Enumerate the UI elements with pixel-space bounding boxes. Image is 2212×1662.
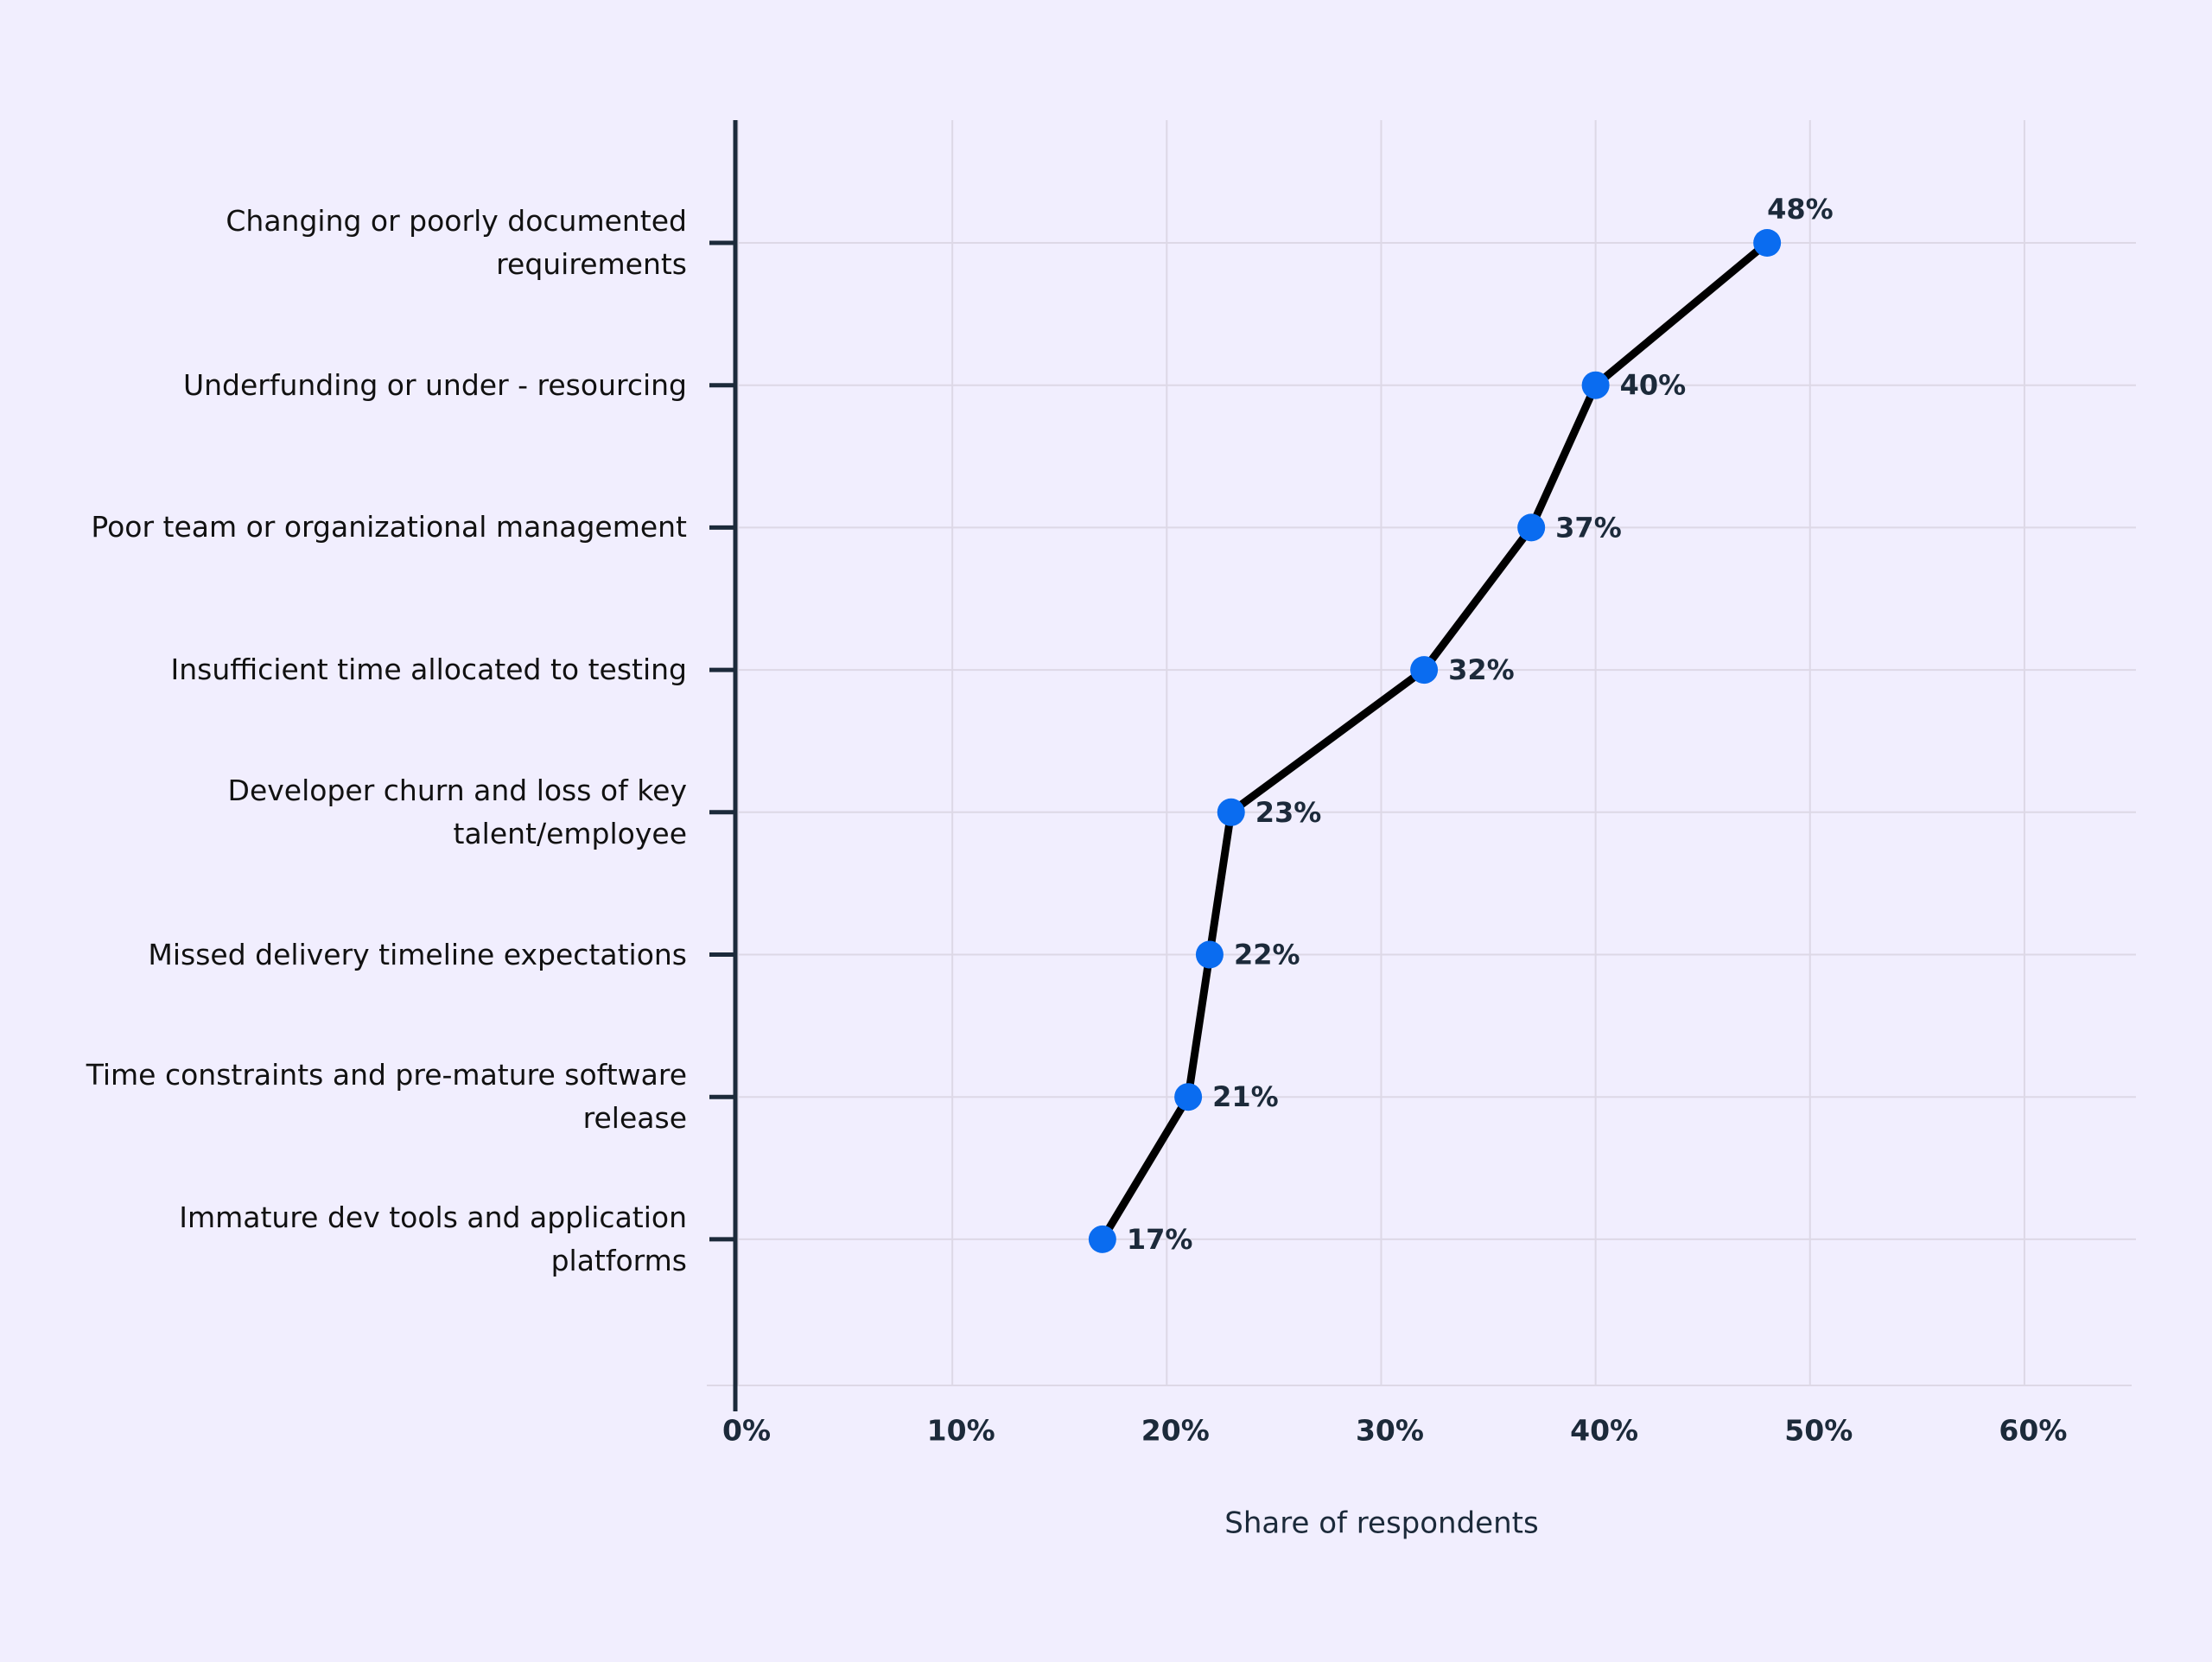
marker (1581, 371, 1610, 399)
data-label: 23% (1255, 796, 1322, 829)
marker (1517, 513, 1546, 542)
y-tick-label: Changing or poorly documented requiremen… (226, 204, 687, 281)
marker (1174, 1083, 1203, 1111)
marker (1410, 656, 1439, 685)
y-tick-label: Missed delivery timeline expectations (148, 937, 687, 971)
marker (1088, 1225, 1116, 1253)
x-tick-label: 40% (1570, 1414, 1638, 1448)
x-tick-label: 20% (1141, 1414, 1210, 1448)
x-tick-label: 0% (722, 1414, 771, 1448)
y-tick-label: Underfunding or under - resourcing (182, 367, 687, 402)
y-tick-label: Insufficient time allocated to testing (170, 653, 687, 687)
data-label: 22% (1234, 939, 1300, 971)
data-label: 32% (1448, 653, 1515, 686)
line (1099, 239, 1770, 1242)
y-tick-label: Time constraints and pre-mature software… (86, 1058, 687, 1136)
marker (1217, 798, 1245, 826)
data-label: 40% (1620, 369, 1687, 402)
x-tick-label: 10% (927, 1414, 995, 1448)
y-tick-label: Developer churn and loss of key talent/e… (227, 773, 687, 850)
x-tick-label: 30% (1356, 1414, 1424, 1448)
x-tick-label: 60% (1999, 1414, 2067, 1448)
data-label: 37% (1555, 511, 1622, 544)
data-label: 17% (1127, 1223, 1193, 1256)
y-tick-label: Poor team or organizational management (91, 510, 687, 544)
marker (1753, 229, 1782, 257)
x-tick-label: 50% (1784, 1414, 1853, 1448)
data-label: 48% (1767, 193, 1834, 226)
marker (1195, 940, 1224, 969)
data-label: 21% (1212, 1080, 1279, 1113)
x-axis-title: Share of respondents (1224, 1506, 1538, 1541)
y-tick-label: Immature dev tools and application platf… (179, 1200, 687, 1277)
